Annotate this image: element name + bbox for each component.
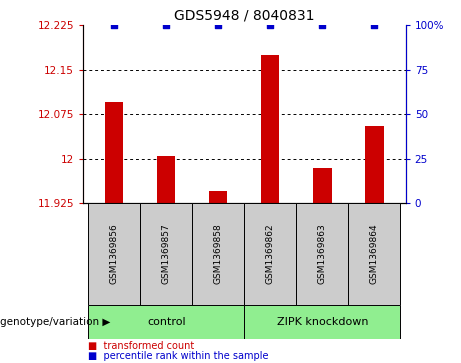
Text: GSM1369864: GSM1369864 — [370, 224, 379, 285]
Point — [215, 23, 222, 28]
Text: GSM1369858: GSM1369858 — [214, 224, 223, 285]
Title: GDS5948 / 8040831: GDS5948 / 8040831 — [174, 9, 314, 23]
Bar — [244, 305, 401, 339]
Point — [371, 23, 378, 28]
Bar — [140, 203, 192, 305]
Bar — [157, 156, 175, 203]
Text: GSM1369857: GSM1369857 — [162, 224, 171, 285]
Text: ■  transformed count: ■ transformed count — [88, 341, 194, 351]
Bar — [88, 305, 244, 339]
Bar — [261, 55, 279, 203]
Bar — [349, 203, 401, 305]
Text: ■  percentile rank within the sample: ■ percentile rank within the sample — [88, 351, 268, 361]
Bar — [209, 191, 227, 203]
Text: GSM1369856: GSM1369856 — [110, 224, 119, 285]
Point — [266, 23, 274, 28]
Point — [163, 23, 170, 28]
Bar — [313, 168, 331, 203]
Bar — [296, 203, 349, 305]
Point — [319, 23, 326, 28]
Bar — [105, 102, 123, 203]
Text: control: control — [147, 317, 186, 327]
Bar — [365, 126, 384, 203]
Bar — [88, 203, 140, 305]
Bar — [244, 203, 296, 305]
Text: genotype/variation ▶: genotype/variation ▶ — [0, 317, 110, 327]
Text: GSM1369862: GSM1369862 — [266, 224, 275, 285]
Text: ZIPK knockdown: ZIPK knockdown — [277, 317, 368, 327]
Text: GSM1369863: GSM1369863 — [318, 224, 327, 285]
Point — [111, 23, 118, 28]
Bar — [192, 203, 244, 305]
